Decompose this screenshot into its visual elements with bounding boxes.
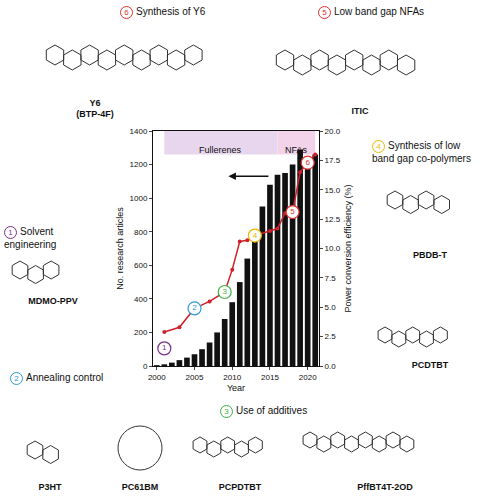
html-text:PCDTBT: PCDTBT bbox=[411, 360, 449, 370]
svg-text:12.5: 12.5 bbox=[325, 215, 341, 224]
svg-text:1200: 1200 bbox=[130, 160, 148, 169]
html-text:6: 6 bbox=[124, 8, 129, 17]
svg-text:200: 200 bbox=[134, 328, 148, 337]
svg-text:4: 4 bbox=[253, 231, 258, 240]
svg-text:7.5: 7.5 bbox=[325, 274, 337, 283]
svg-text:NFAs: NFAs bbox=[285, 145, 308, 155]
svg-text:2015: 2015 bbox=[261, 373, 279, 382]
svg-text:Power conversion efficiency (%: Power conversion efficiency (%) bbox=[343, 185, 353, 313]
svg-text:0.0: 0.0 bbox=[325, 362, 337, 371]
svg-text:5: 5 bbox=[290, 207, 295, 216]
html-text:3: 3 bbox=[224, 407, 229, 416]
svg-text:17.5: 17.5 bbox=[325, 156, 341, 165]
html-text:Use of additives: Use of additives bbox=[236, 405, 308, 417]
html-text:ITIC: ITIC bbox=[351, 106, 369, 116]
html-text:Low band gap NFAs: Low band gap NFAs bbox=[334, 6, 425, 18]
html-text:PCPDTBT: PCPDTBT bbox=[218, 482, 262, 492]
svg-text:2005: 2005 bbox=[186, 373, 204, 382]
svg-text:10.0: 10.0 bbox=[325, 244, 341, 253]
html-text:MDMO-PPV: MDMO-PPV bbox=[28, 296, 78, 306]
html-text:Synthesis of low band gap co-p: Synthesis of low band gap co-polymers bbox=[372, 140, 471, 164]
svg-text:2: 2 bbox=[192, 303, 197, 312]
html-text:1: 1 bbox=[8, 228, 13, 237]
svg-text:2.5: 2.5 bbox=[325, 332, 337, 341]
svg-text:20.0: 20.0 bbox=[325, 127, 341, 136]
html-text:PBDB-T: PBDB-T bbox=[413, 250, 447, 260]
svg-text:15.0: 15.0 bbox=[325, 186, 341, 195]
svg-text:5.0: 5.0 bbox=[325, 303, 337, 312]
svg-text:3: 3 bbox=[222, 287, 227, 296]
svg-text:0: 0 bbox=[143, 362, 148, 371]
svg-text:2000: 2000 bbox=[148, 373, 166, 382]
svg-text:No. research articles: No. research articles bbox=[115, 207, 125, 290]
svg-text:1000: 1000 bbox=[130, 194, 148, 203]
svg-text:Fullerenes: Fullerenes bbox=[199, 145, 242, 155]
html-text:(BTP-4F): (BTP-4F) bbox=[76, 109, 114, 119]
svg-text:1400: 1400 bbox=[130, 127, 148, 136]
svg-text:6: 6 bbox=[305, 158, 310, 167]
svg-text:400: 400 bbox=[134, 295, 148, 304]
html-text:Annealing control: Annealing control bbox=[26, 372, 104, 384]
html-text:PffBT4T-2OD: PffBT4T-2OD bbox=[357, 482, 413, 492]
html-text:PC61BM: PC61BM bbox=[121, 482, 159, 492]
html-text:4: 4 bbox=[376, 142, 381, 151]
svg-text:2010: 2010 bbox=[223, 373, 241, 382]
svg-text:2020: 2020 bbox=[299, 373, 317, 382]
svg-text:1: 1 bbox=[162, 343, 167, 352]
svg-text:800: 800 bbox=[134, 228, 148, 237]
svg-text:600: 600 bbox=[134, 261, 148, 270]
html-text:Solvent engineering: Solvent engineering bbox=[4, 226, 57, 250]
svg-text:Year: Year bbox=[227, 383, 245, 393]
html-text:5: 5 bbox=[322, 8, 327, 17]
html-text:Y6: Y6 bbox=[89, 98, 101, 108]
html-text:2: 2 bbox=[14, 374, 19, 383]
html-text:Synthesis of Y6: Synthesis of Y6 bbox=[136, 6, 206, 18]
html-text:P3HT: P3HT bbox=[38, 482, 62, 492]
